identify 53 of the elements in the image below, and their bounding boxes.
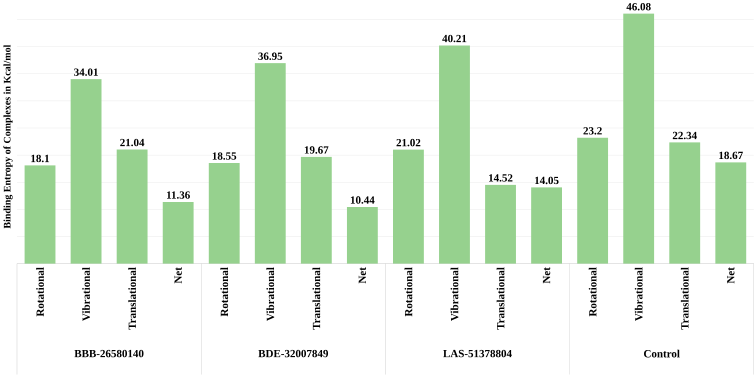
data-label: 14.52 [489,174,512,182]
data-label: 14.05 [535,176,559,184]
bar [439,46,470,264]
bar [531,188,562,264]
x-tick-label: Rotational [220,267,228,317]
bar [623,14,654,264]
x-tick-label: Translational [128,267,136,330]
x-tick-label: Net [358,267,366,284]
bar [162,202,194,264]
data-label: 23.2 [583,127,602,135]
y-axis-title: Binding Entropy of Complexes in Kcal/mol [3,44,13,229]
bar [669,142,700,264]
bar [346,207,378,264]
bar [70,79,102,264]
x-tick-label: Vibrational [450,267,458,322]
x-tick-label: Net [174,267,182,284]
bar [116,150,148,264]
bar [577,138,608,264]
bar [24,166,56,264]
data-label: 22.34 [672,132,697,140]
x-tick-label: Rotational [36,267,44,317]
data-label: 40.21 [442,34,466,42]
x-tick-label: Vibrational [634,267,643,322]
x-tick-label: Rotational [404,267,412,317]
x-tick-label: Rotational [588,267,596,317]
data-label: 10.44 [350,196,375,204]
x-tick-label: Vibrational [266,267,274,322]
bar [254,63,286,264]
data-label: 19.67 [304,146,328,154]
x-tick-label: Net [542,267,550,284]
data-label: 21.02 [396,139,420,146]
x-tick-label: Net [727,267,734,284]
bar [393,150,424,264]
data-label: 21.04 [120,138,144,146]
data-label: 18.1 [31,154,50,162]
data-label: 34.01 [74,68,98,76]
x-tick-label: Translational [496,267,504,330]
bar [300,157,332,264]
data-label: 11.36 [166,191,190,199]
text: Control [644,350,680,358]
data-label: 18.55 [212,152,236,160]
text: LAS-51378804 [443,350,512,358]
data-label: 36.95 [258,52,282,60]
text: BDE-32007849 [258,350,328,358]
bar [208,163,240,264]
data-label: 18.67 [719,152,743,160]
data-label: 46.08 [626,3,651,11]
x-tick-label: Translational [312,267,320,330]
x-tick-label: Translational [680,267,689,330]
text: BBB-26580140 [74,350,144,358]
bar [485,184,516,264]
bar [715,162,746,264]
x-tick-label: Vibrational [82,267,90,322]
